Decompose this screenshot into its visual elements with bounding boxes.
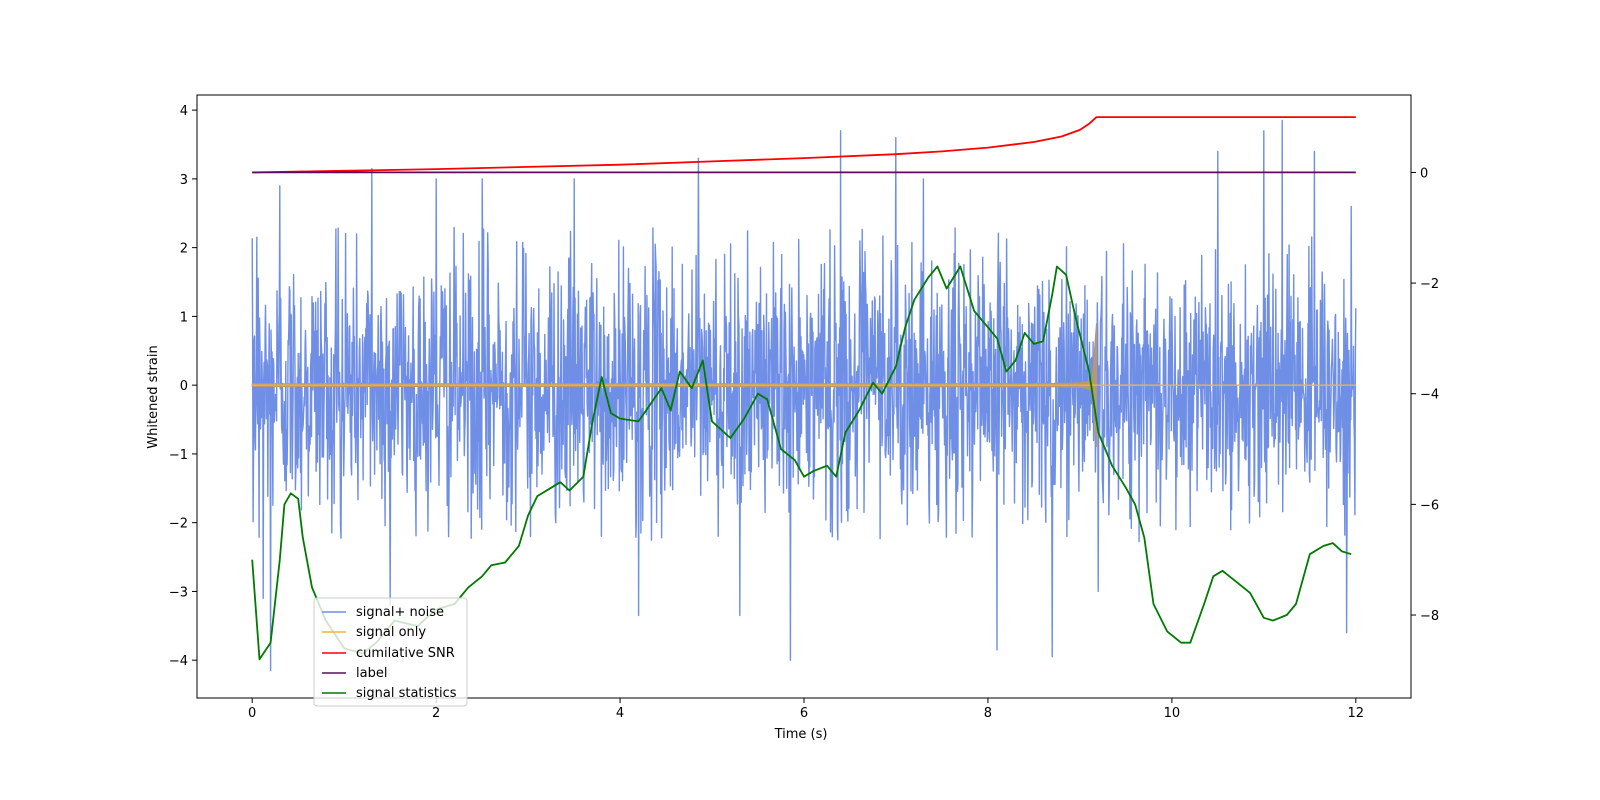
y-tick-label-left: 4 <box>180 104 188 119</box>
x-tick-label: 12 <box>1348 706 1365 721</box>
y-tick-label-left: −3 <box>169 585 188 600</box>
y-tick-label-left: −2 <box>169 517 188 532</box>
signal-noise-line <box>251 119 1357 672</box>
legend-label: cumilative SNR <box>356 646 455 661</box>
x-tick-label: 10 <box>1164 706 1181 721</box>
y-tick-label-left: 0 <box>180 379 188 394</box>
cumulative-snr-line <box>252 116 1356 174</box>
y-tick-label-right: −4 <box>1420 388 1439 403</box>
y-tick-label-right: −8 <box>1420 609 1439 624</box>
x-axis-label: Time (s) <box>774 727 828 742</box>
x-tick-label: 0 <box>248 706 256 721</box>
x-tick-label: 2 <box>432 706 440 721</box>
legend: signal+ noise signal only cumilative SNR… <box>313 597 468 707</box>
y-tick-label-right: −2 <box>1420 277 1439 292</box>
x-tick-label: 6 <box>800 706 808 721</box>
y-tick-label-right: 0 <box>1420 166 1428 181</box>
legend-label: signal only <box>356 625 426 640</box>
plot-area <box>251 116 1357 672</box>
x-tick-label: 8 <box>984 706 992 721</box>
x-tick-label: 4 <box>616 706 624 721</box>
y-tick-label-right: −6 <box>1420 498 1439 513</box>
legend-label: signal+ noise <box>356 605 444 620</box>
y-axis-label: Whitened strain <box>146 345 161 448</box>
y-tick-label-left: 3 <box>180 173 188 188</box>
y-tick-label-left: 2 <box>180 242 188 257</box>
y-tick-label-left: −4 <box>169 654 188 669</box>
legend-label: label <box>356 666 387 681</box>
legend-frame <box>313 597 468 707</box>
legend-label: signal statistics <box>356 686 457 701</box>
y-tick-label-left: 1 <box>180 310 188 325</box>
y-tick-label-left: −1 <box>169 448 188 463</box>
